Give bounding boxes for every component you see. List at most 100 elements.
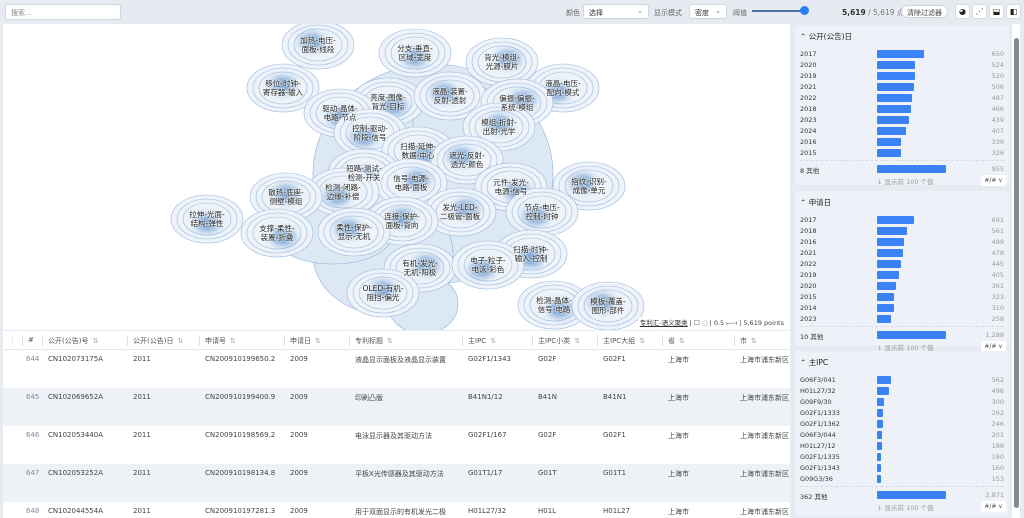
- facet-other-row[interactable]: 362 其他2,871: [800, 490, 1004, 501]
- cluster-label[interactable]: 检测-闭路- 边缘-补偿: [325, 183, 360, 201]
- facet-header[interactable]: ⌃ 公开(公告)日: [800, 31, 852, 42]
- facet-row[interactable]: 2022445: [800, 259, 1004, 270]
- column-header[interactable]: 主IPC⇅: [468, 336, 496, 346]
- cluster-label[interactable]: 液晶-电压- 配向-模式: [545, 79, 580, 97]
- column-header[interactable]: 主IPC小类⇅: [538, 336, 580, 346]
- cluster-label[interactable]: 检测-晶体- 信号-电路: [536, 296, 571, 314]
- cluster-label[interactable]: 拉伸-光面- 结构-弹性: [189, 210, 224, 228]
- panel-scrollbar-thumb[interactable]: [1014, 38, 1019, 508]
- mode-select[interactable]: 密度⌄: [689, 4, 727, 19]
- cluster-label[interactable]: 节点-电压- 控制-时钟: [524, 203, 559, 221]
- cluster-label[interactable]: 驱动-晶体- 电路-节点: [322, 104, 357, 122]
- column-header[interactable]: 申请号⇅: [205, 336, 236, 346]
- facet-header[interactable]: ⌃ 申请日: [800, 197, 831, 208]
- cluster-label[interactable]: 短路-测试- 检测-开关: [346, 164, 381, 182]
- cluster-label[interactable]: 支撑-柔性- 装置-折叠: [259, 224, 294, 242]
- column-header[interactable]: 主IPC大组⇅: [603, 336, 645, 346]
- format-select[interactable]: #/# ∨: [981, 501, 1006, 512]
- sort-icon[interactable]: ⇅: [679, 337, 685, 345]
- table-row[interactable]: 648CN102044554A2011CN200910197281.32009用…: [3, 502, 790, 518]
- cluster-label[interactable]: 偏振-偏振- 系统-模组: [499, 94, 534, 112]
- sort-icon[interactable]: ⇅: [177, 337, 183, 345]
- cluster-label[interactable]: 背光-模组- 光源-膜片: [484, 53, 519, 71]
- column-header[interactable]: 省⇅: [668, 336, 685, 346]
- color-select[interactable]: 选择⌄: [583, 4, 649, 19]
- facet-row[interactable]: 2021506: [800, 82, 1004, 93]
- facet-row[interactable]: 2016499: [800, 237, 1004, 248]
- cluster-label[interactable]: 扫描-延伸- 数据-中心: [400, 142, 435, 160]
- collapse-chevron-icon[interactable]: ⌃: [800, 358, 806, 367]
- column-divider[interactable]: [462, 335, 463, 346]
- cluster-label[interactable]: 连接-保护- 面板-背向: [384, 212, 419, 230]
- facet-row[interactable]: G09F9/30300: [800, 397, 1004, 408]
- column-header[interactable]: 公开(公告)日⇅: [133, 336, 183, 346]
- collapse-chevron-icon[interactable]: ⌃: [800, 32, 806, 41]
- cluster-label[interactable]: 控制-驱动- 阶段-信号: [352, 124, 387, 142]
- sort-icon[interactable]: ⇅: [92, 337, 98, 345]
- embedding-density-map[interactable]: 加热-电压- 面板-线段 分支-垂直- 区域-宽度背光-模组- 光源-膜片液晶-电…: [3, 24, 790, 330]
- cluster-label[interactable]: 分支-垂直- 区域-宽度: [397, 44, 432, 62]
- facet-row[interactable]: 2022487: [800, 93, 1004, 104]
- cluster-label[interactable]: 有机-发光- 无机-阳极: [402, 259, 437, 277]
- show-more-link[interactable]: ↓ 显示前 100 个值: [877, 502, 934, 512]
- facet-row[interactable]: 2014310: [800, 303, 1004, 314]
- cluster-label[interactable]: OLED-有机- 阻挡-偏光: [362, 284, 403, 302]
- cluster-label[interactable]: 散热-底座- 侧壁-模组: [268, 188, 303, 206]
- facet-row[interactable]: 2023258: [800, 314, 1004, 325]
- cluster-label[interactable]: 亮度-图像- 背光-目标: [370, 93, 405, 111]
- sort-icon[interactable]: ⇅: [574, 337, 580, 345]
- column-divider[interactable]: [127, 335, 128, 346]
- facet-other-row[interactable]: 8 其他955: [800, 164, 1004, 175]
- column-divider[interactable]: [662, 335, 663, 346]
- cluster-label[interactable]: 移位-时钟- 寄存器-输入: [263, 79, 303, 97]
- cluster-label[interactable]: 信号-电源- 电路-面板: [393, 174, 428, 192]
- cluster-label[interactable]: 电子-粒子- 电泳-彩色: [470, 256, 505, 274]
- table-row[interactable]: 646CN102053440A2011CN200910198569.22009电…: [3, 426, 790, 464]
- scatter-icon[interactable]: ⋰: [972, 4, 987, 19]
- column-divider[interactable]: [42, 335, 43, 346]
- column-header[interactable]: 专利标题⇅: [355, 336, 393, 346]
- facet-row[interactable]: G02F1/1362246: [800, 419, 1004, 430]
- sort-icon[interactable]: ⇅: [639, 337, 645, 345]
- facet-row[interactable]: 2023439: [800, 115, 1004, 126]
- column-divider[interactable]: [199, 335, 200, 346]
- facet-row[interactable]: G06F3/044201: [800, 430, 1004, 441]
- facet-row[interactable]: 2018466: [800, 104, 1004, 115]
- cluster-label[interactable]: 液晶-装置- 反射-透射: [432, 87, 467, 105]
- threshold-slider[interactable]: [752, 10, 804, 12]
- column-divider[interactable]: [22, 335, 23, 346]
- cluster-label[interactable]: 扫描-时钟- 输入-控制: [513, 245, 548, 263]
- column-divider[interactable]: [284, 335, 285, 346]
- sort-icon[interactable]: ⇅: [490, 337, 496, 345]
- sort-icon[interactable]: ⇅: [230, 337, 236, 345]
- facet-row[interactable]: 2020361: [800, 281, 1004, 292]
- facet-row[interactable]: G02F1/1343160: [800, 463, 1004, 474]
- table-row[interactable]: 645CN102069652A2011CN200910199400.92009印…: [3, 388, 790, 426]
- column-divider[interactable]: [532, 335, 533, 346]
- facet-row[interactable]: 2019520: [800, 71, 1004, 82]
- facet-row[interactable]: G02F1/1333262: [800, 408, 1004, 419]
- theme-icon[interactable]: ◕: [955, 4, 970, 19]
- facet-row[interactable]: H01L27/12188: [800, 441, 1004, 452]
- sort-icon[interactable]: ⇅: [387, 337, 393, 345]
- select-box-icon[interactable]: ☐: [694, 319, 700, 327]
- column-header[interactable]: 市⇅: [740, 336, 757, 346]
- clear-filters-button[interactable]: 清除过滤器: [901, 5, 948, 18]
- facet-row[interactable]: 2020524: [800, 60, 1004, 71]
- facet-row[interactable]: G09G3/36153: [800, 474, 1004, 485]
- column-divider[interactable]: [734, 335, 735, 346]
- column-divider[interactable]: [349, 335, 350, 346]
- column-divider[interactable]: [597, 335, 598, 346]
- cluster-label[interactable]: 加热-电压- 面板-线段: [300, 36, 335, 54]
- search-input[interactable]: 搜索...: [5, 4, 121, 20]
- facet-row[interactable]: 2017691: [800, 215, 1004, 226]
- facet-row[interactable]: 2024407: [800, 126, 1004, 137]
- facet-row[interactable]: 2017650: [800, 49, 1004, 60]
- table-row[interactable]: 647CN102053252A2011CN200910198134.82009平…: [3, 464, 790, 502]
- column-header[interactable]: #: [28, 336, 34, 344]
- threshold-slider-handle[interactable]: [800, 6, 809, 15]
- layout-bottom-icon[interactable]: ⬓: [989, 4, 1004, 19]
- cluster-label[interactable]: 模组-折射- 出射-光学: [481, 118, 516, 136]
- facet-row[interactable]: 2015323: [800, 292, 1004, 303]
- cluster-label[interactable]: 模板-覆盖- 图形-部件: [590, 297, 625, 315]
